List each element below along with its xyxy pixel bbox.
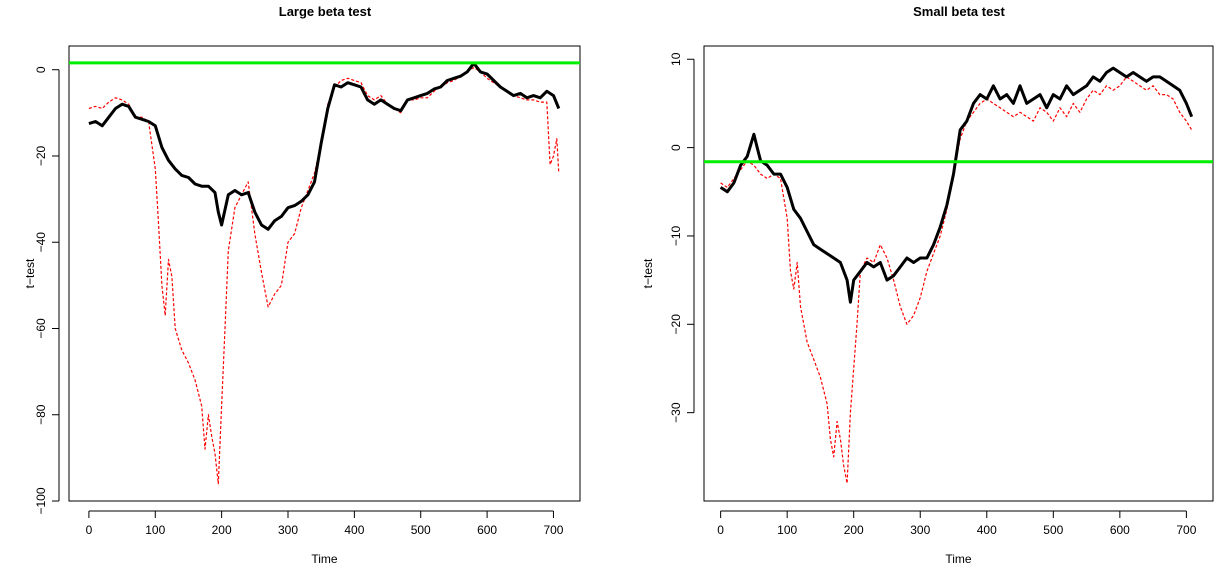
x-axis-label: Time xyxy=(311,552,338,566)
x-tick-label: 0 xyxy=(86,523,93,537)
y-tick-label: −10 xyxy=(669,225,683,246)
x-tick-label: 400 xyxy=(977,523,997,537)
x-axis-label: Time xyxy=(945,552,972,566)
x-tick-label: 700 xyxy=(1176,523,1196,537)
y-tick-label: −40 xyxy=(34,232,48,253)
x-tick-label: 300 xyxy=(910,523,930,537)
x-tick-label: 300 xyxy=(278,523,298,537)
plot-frame xyxy=(703,45,1214,502)
x-tick-label: 100 xyxy=(777,523,797,537)
x-tick-label: 0 xyxy=(717,523,724,537)
y-tick-label: −80 xyxy=(34,404,48,425)
x-tick-label: 200 xyxy=(844,523,864,537)
series-line-solid-black xyxy=(719,66,1194,304)
panel-large-beta: Large beta test 0 100 200 300 400 500 600 700 0 −2… xyxy=(23,4,581,566)
series-line-solid-black xyxy=(88,61,561,231)
x-tick-label: 500 xyxy=(411,523,431,537)
y-tick-label: −100 xyxy=(34,487,48,514)
y-tick-label: 0 xyxy=(669,144,683,151)
x-tick-label: 500 xyxy=(1043,523,1063,537)
x-tick-label: 100 xyxy=(145,523,165,537)
chart-title: Large beta test xyxy=(279,4,372,19)
y-tick-label: −60 xyxy=(34,318,48,339)
y-tick-label: 10 xyxy=(669,52,683,66)
y-axis-label: t−test xyxy=(641,258,655,288)
series-line-dashed-red xyxy=(88,67,560,485)
y-tick-label: 0 xyxy=(34,66,48,73)
plot-area xyxy=(704,66,1213,484)
y-tick-label: −30 xyxy=(669,402,683,423)
x-tick-label: 600 xyxy=(1110,523,1130,537)
x-tick-label: 700 xyxy=(543,523,563,537)
y-axis-label: t−test xyxy=(23,258,37,288)
plot-frame xyxy=(68,45,581,502)
x-tick-label: 600 xyxy=(477,523,497,537)
plot-area xyxy=(69,61,580,485)
x-tick-label: 200 xyxy=(212,523,232,537)
chart-title: Small beta test xyxy=(913,4,1005,19)
x-tick-label: 400 xyxy=(344,523,364,537)
series-line-dashed-red xyxy=(720,76,1193,484)
y-tick-label: −20 xyxy=(34,145,48,166)
y-tick-label: −20 xyxy=(669,314,683,335)
